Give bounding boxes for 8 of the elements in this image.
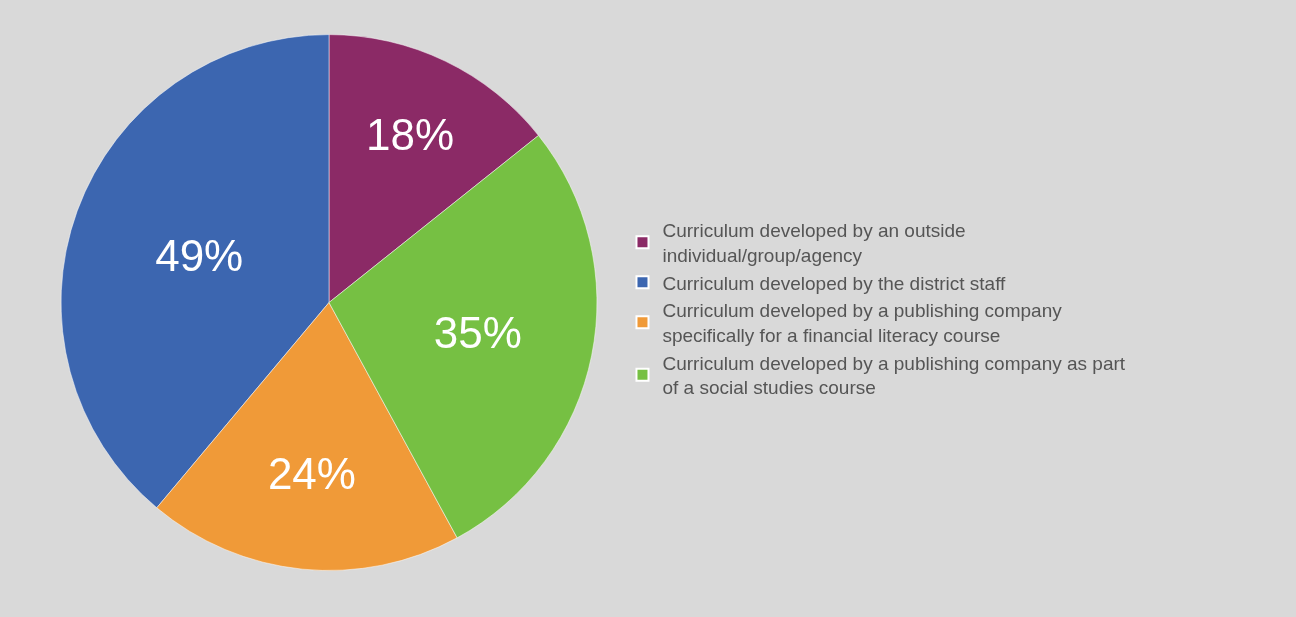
data-label: 18% (366, 109, 455, 159)
data-label: 24% (267, 448, 356, 498)
legend-label: Curriculum developed by a publishing company as part of a social studies course (662, 352, 1126, 399)
legend-label: Curriculum developed by the district staff (662, 272, 1007, 294)
data-label: 49% (155, 230, 244, 280)
legend-label: Curriculum developed by a publishing company specifically for a financial literacy course (662, 300, 1063, 347)
data-label: 35% (433, 308, 522, 358)
legend-label: Curriculum developed by an outside individual/group/agency (662, 220, 966, 266)
